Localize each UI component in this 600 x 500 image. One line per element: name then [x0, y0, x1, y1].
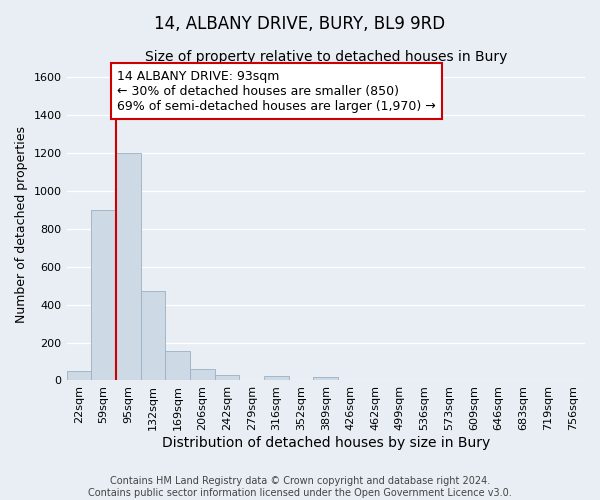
Text: 14 ALBANY DRIVE: 93sqm
← 30% of detached houses are smaller (850)
69% of semi-de: 14 ALBANY DRIVE: 93sqm ← 30% of detached…	[117, 70, 436, 112]
Bar	[215, 375, 239, 380]
Bar	[140, 292, 165, 380]
Bar	[91, 210, 116, 380]
Bar	[264, 376, 289, 380]
Title: Size of property relative to detached houses in Bury: Size of property relative to detached ho…	[145, 50, 507, 64]
Bar	[116, 153, 140, 380]
Bar	[190, 369, 215, 380]
Text: 14, ALBANY DRIVE, BURY, BL9 9RD: 14, ALBANY DRIVE, BURY, BL9 9RD	[154, 15, 446, 33]
Bar	[313, 376, 338, 380]
Bar	[67, 371, 91, 380]
Y-axis label: Number of detached properties: Number of detached properties	[15, 126, 28, 322]
Bar	[165, 351, 190, 380]
X-axis label: Distribution of detached houses by size in Bury: Distribution of detached houses by size …	[161, 436, 490, 450]
Text: Contains HM Land Registry data © Crown copyright and database right 2024.
Contai: Contains HM Land Registry data © Crown c…	[88, 476, 512, 498]
